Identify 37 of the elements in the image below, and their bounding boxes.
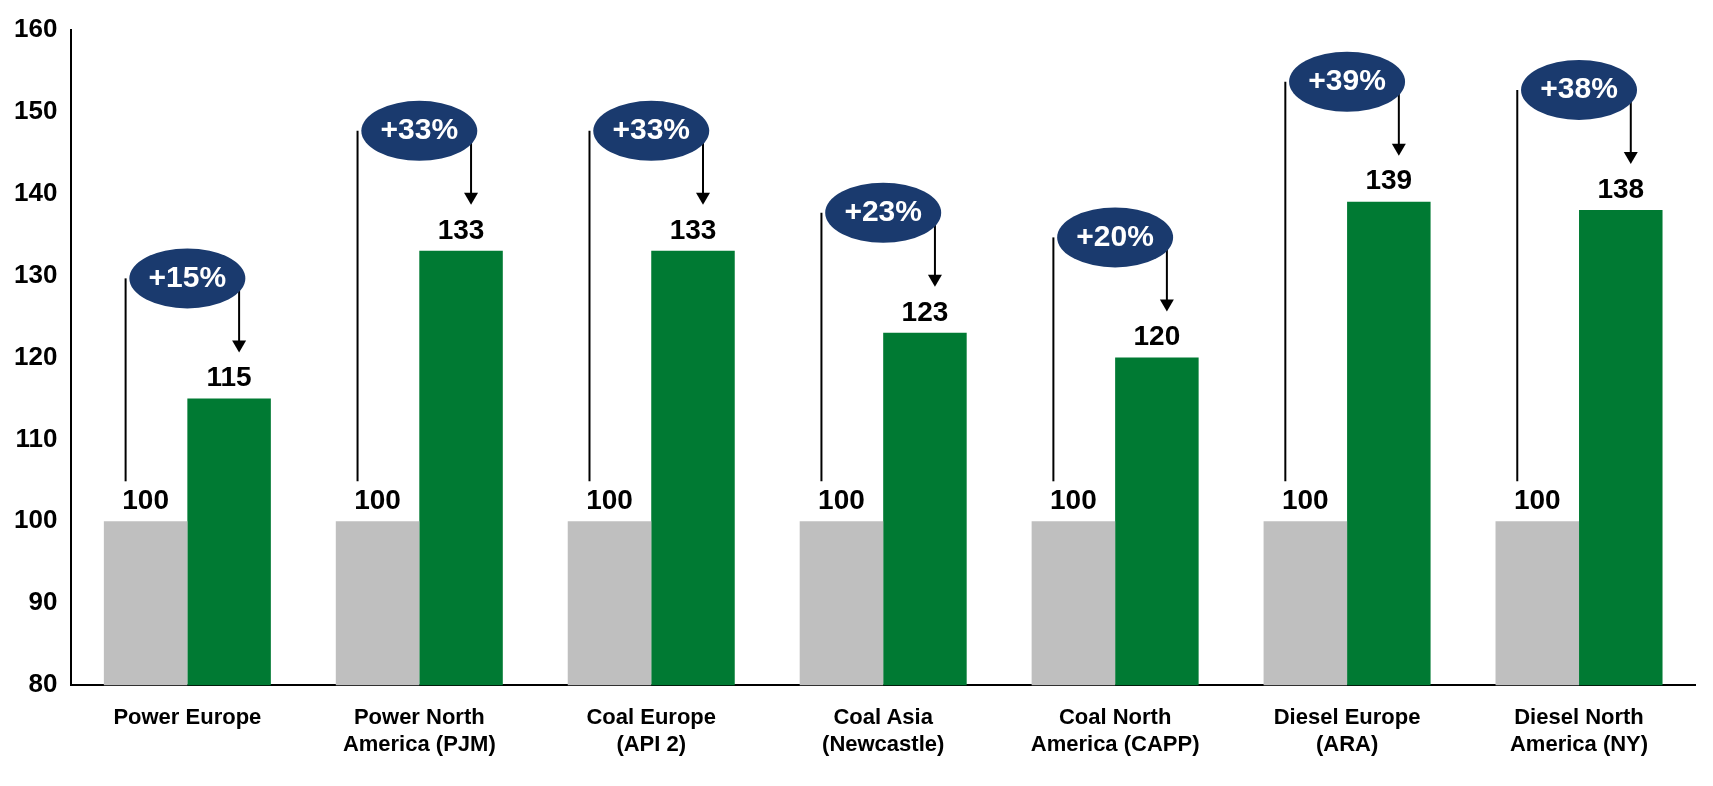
annotation: +33% [612, 112, 691, 146]
data-label: 100 [122, 484, 169, 516]
x-tick-label: Diesel Europe (ARA) [1273, 704, 1421, 756]
x-tick-label: Coal North America (CAPP) [1030, 704, 1200, 756]
x-tick-label: Coal Asia (Newcastle) [822, 704, 945, 756]
annotation: +39% [1308, 62, 1386, 96]
data-label: 133 [437, 213, 485, 245]
y-tick-label: 110 [15, 422, 58, 453]
y-tick-label: 90 [28, 586, 58, 617]
data-label: 133 [669, 213, 717, 245]
data-label: 100 [1513, 484, 1561, 516]
y-tick-label: 80 [28, 668, 58, 699]
data-label: 100 [818, 484, 865, 516]
data-label: 139 [1365, 164, 1413, 196]
annotation: +15% [148, 259, 227, 293]
y-tick-label: 100 [13, 504, 58, 535]
x-tick-label: Power North America (PJM) [342, 704, 496, 756]
data-label: 100 [1050, 484, 1097, 516]
y-tick-label: 120 [13, 340, 58, 371]
data-label: 115 [206, 361, 252, 393]
annotation: +20% [1076, 218, 1154, 252]
x-tick-label: Coal Europe (API 2) [586, 704, 717, 756]
y-tick-label: 130 [13, 258, 58, 289]
data-label: 120 [1133, 320, 1181, 352]
data-label: 100 [354, 484, 401, 516]
y-tick-label: 160 [13, 12, 58, 43]
x-tick-label: Diesel North America (NY) [1509, 704, 1649, 756]
data-label: 138 [1597, 172, 1645, 204]
annotation: +38% [1540, 71, 1618, 105]
data-label: 100 [586, 484, 633, 516]
x-tick-label: Power Europe [113, 704, 262, 730]
data-label: 100 [1281, 484, 1329, 516]
y-tick-label: 150 [13, 94, 58, 125]
y-tick-label: 140 [13, 176, 58, 207]
annotation: +23% [844, 194, 922, 228]
data-label: 123 [901, 295, 949, 327]
annotation: +33% [380, 112, 459, 146]
